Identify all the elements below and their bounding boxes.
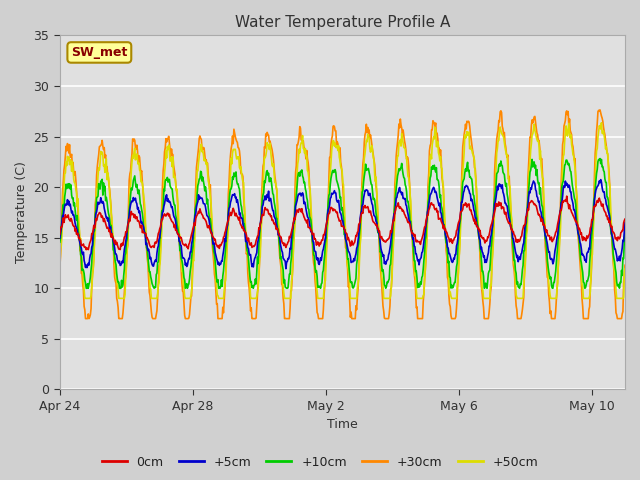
+5cm [597,177,605,182]
+10cm [349,285,357,291]
0cm [489,217,497,223]
+10cm [171,202,179,208]
Line: +5cm: +5cm [60,180,625,269]
+30cm [596,107,604,113]
Legend: 0cm, +5cm, +10cm, +30cm, +50cm: 0cm, +5cm, +10cm, +30cm, +50cm [97,451,543,474]
+50cm [397,143,405,149]
+10cm [56,239,64,245]
0cm [121,234,129,240]
0cm [397,206,405,212]
Title: Water Temperature Profile A: Water Temperature Profile A [235,15,450,30]
0cm [56,231,64,237]
Line: +30cm: +30cm [60,110,625,319]
0cm [83,247,90,252]
+50cm [489,252,497,258]
+5cm [132,199,140,205]
+5cm [397,189,405,195]
+50cm [349,296,357,301]
Line: +50cm: +50cm [60,123,625,299]
+50cm [82,296,90,301]
0cm [133,214,141,219]
+10cm [133,181,141,187]
+30cm [171,171,179,177]
+50cm [121,292,129,298]
0cm [563,193,571,199]
+5cm [282,266,290,272]
+30cm [489,250,497,255]
0cm [171,222,179,228]
0cm [349,242,357,248]
+30cm [133,142,141,148]
+50cm [133,151,141,157]
+30cm [121,279,129,285]
+30cm [82,316,90,322]
+10cm [83,286,90,291]
+5cm [489,223,497,229]
+50cm [621,265,629,271]
+50cm [171,173,179,179]
+50cm [598,120,605,126]
+10cm [489,223,497,228]
Y-axis label: Temperature (C): Temperature (C) [15,161,28,264]
+30cm [349,316,357,322]
+30cm [397,122,405,128]
Line: +10cm: +10cm [60,158,625,288]
+30cm [621,263,629,268]
+50cm [56,266,64,272]
+5cm [56,235,64,241]
+5cm [349,259,357,264]
X-axis label: Time: Time [327,419,358,432]
+10cm [596,156,604,161]
+5cm [621,220,629,226]
+10cm [621,231,629,237]
Line: 0cm: 0cm [60,196,625,250]
+10cm [121,252,129,258]
0cm [621,216,629,222]
+5cm [120,247,128,252]
+10cm [397,165,405,170]
Text: SW_met: SW_met [71,46,127,59]
+30cm [56,264,64,270]
+5cm [170,215,178,220]
